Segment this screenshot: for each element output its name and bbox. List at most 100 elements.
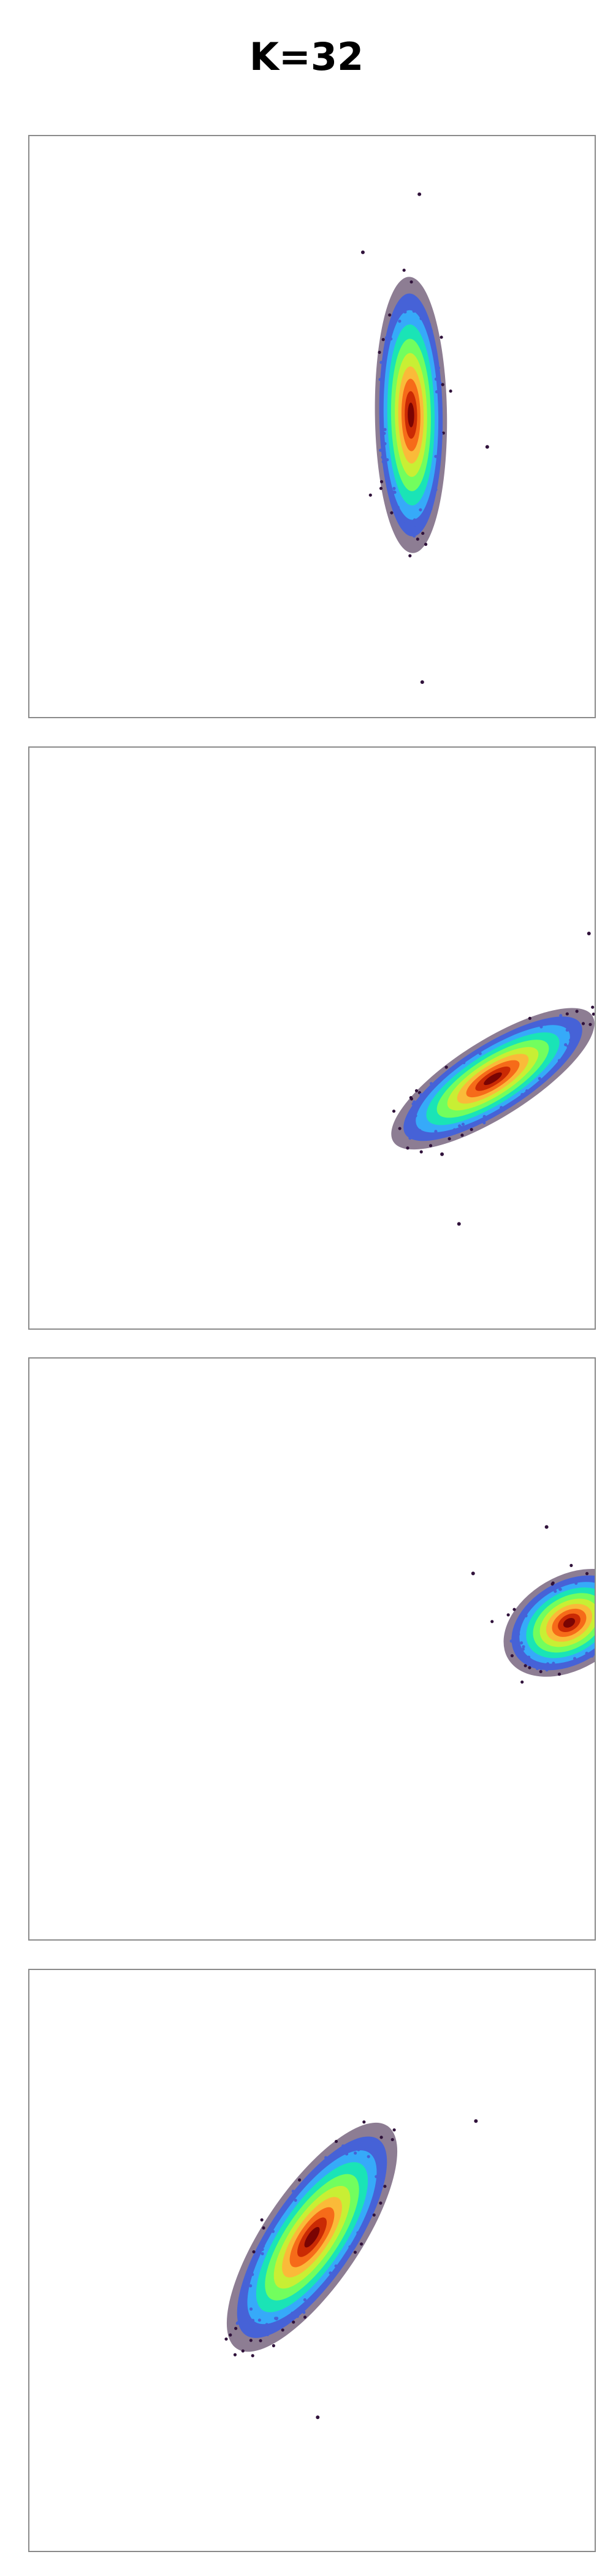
scatter-point	[447, 1137, 451, 1141]
scatter-point	[517, 1628, 520, 1631]
scatter-point	[297, 2178, 302, 2182]
scatter-point	[383, 427, 387, 431]
scatter-point	[394, 509, 398, 513]
scatter-point	[412, 534, 416, 538]
scatter-point	[418, 1129, 422, 1132]
scatter-points-4	[224, 2119, 478, 2420]
scatter-point	[259, 2339, 262, 2342]
scatter-point	[510, 1654, 514, 1658]
scatter-point	[414, 1089, 419, 1092]
outlier-point	[457, 1222, 461, 1226]
scatter-point	[556, 1584, 560, 1588]
outlier-point	[420, 680, 424, 684]
scatter-point	[574, 1581, 578, 1585]
scatter-point	[435, 390, 439, 394]
scatter-points-3	[471, 1525, 595, 1684]
outlier-point	[360, 250, 365, 255]
scatter-point	[515, 1644, 519, 1648]
scatter-point	[265, 2333, 270, 2336]
scatter-point	[389, 331, 393, 335]
scatter-point	[592, 1012, 595, 1016]
scatter-point	[303, 2315, 307, 2319]
scatter-point	[390, 511, 394, 515]
scatter-point	[408, 554, 412, 558]
scatter-point	[329, 2271, 332, 2275]
scatter-point	[292, 2320, 295, 2324]
scatter-point	[520, 1680, 524, 1684]
scatter-point	[377, 2163, 381, 2166]
scatter-point	[379, 2201, 383, 2205]
scatter-point	[265, 2323, 268, 2326]
density-contour	[484, 1072, 502, 1086]
scatter-point	[577, 1030, 581, 1033]
scatter-point	[362, 2120, 366, 2124]
scatter-point	[419, 316, 423, 320]
scatter-point	[334, 2139, 338, 2144]
scatter-point	[257, 2330, 261, 2334]
scatter-point	[416, 531, 420, 534]
scatter-point	[381, 2152, 385, 2156]
scatter-point	[303, 2298, 306, 2302]
scatter-point	[581, 1022, 585, 1025]
scatter-point	[240, 2302, 243, 2306]
scatter-point	[462, 1060, 466, 1065]
scatter-point	[381, 460, 385, 464]
scatter-point	[406, 1146, 409, 1150]
scatter-point	[261, 2252, 264, 2256]
scatter-point	[449, 389, 452, 393]
scatter-point	[519, 1652, 523, 1656]
scatter-point	[286, 2319, 290, 2323]
scatter-point	[408, 1137, 412, 1140]
density-contour	[563, 1617, 576, 1628]
scatter-point	[398, 1127, 402, 1130]
scatter-point	[294, 2198, 297, 2202]
scatter-point	[434, 454, 438, 458]
scatter-point	[257, 2318, 261, 2322]
scatter-point	[413, 518, 416, 522]
scatter-point	[585, 1651, 588, 1655]
scatter-point	[234, 2326, 238, 2330]
scatter-point	[406, 1121, 409, 1125]
scatter-point	[558, 1587, 562, 1591]
scatter-point	[575, 1010, 579, 1013]
scatter-point	[235, 2321, 239, 2325]
scatter-point	[570, 1027, 574, 1031]
density-contour	[408, 402, 414, 427]
scatter-point	[246, 2275, 250, 2279]
scatter-point	[478, 1052, 482, 1056]
scatter-point	[430, 500, 434, 505]
scatter-point	[249, 2307, 253, 2311]
scatter-point	[434, 357, 438, 361]
scatter-point	[590, 1654, 594, 1658]
scatter-panel-3	[28, 1357, 596, 1941]
outlier-point	[474, 2119, 478, 2123]
scatter-point	[384, 336, 388, 340]
scatter-point	[520, 1093, 524, 1097]
scatter-point	[288, 2199, 292, 2203]
scatter-point	[480, 1119, 484, 1123]
scatter-point	[281, 2328, 284, 2332]
scatter-point	[224, 2337, 228, 2341]
density-contour	[304, 2226, 320, 2248]
scatter-point	[233, 2353, 237, 2356]
outlier-point	[544, 1525, 549, 1529]
scatter-point	[569, 1038, 573, 1042]
scatter-point	[517, 1632, 520, 1636]
scatter-point	[251, 2272, 254, 2276]
scatter-point	[416, 537, 419, 541]
scatter-point	[429, 507, 433, 511]
scatter-point	[529, 1604, 533, 1608]
scatter-point	[535, 1666, 539, 1671]
outlier-point	[440, 1152, 444, 1156]
scatter-point	[348, 2148, 352, 2152]
scatter-point	[409, 1096, 413, 1100]
scatter-point	[428, 1144, 433, 1148]
figure-title: K=32	[249, 34, 364, 79]
scatter-point	[569, 1563, 573, 1567]
scatter-point	[396, 505, 400, 509]
scatter-point	[434, 377, 438, 381]
scatter-point	[452, 1128, 456, 1132]
scatter-point	[524, 1614, 528, 1618]
scatter-point	[383, 442, 387, 445]
scatter-point	[592, 1579, 595, 1583]
